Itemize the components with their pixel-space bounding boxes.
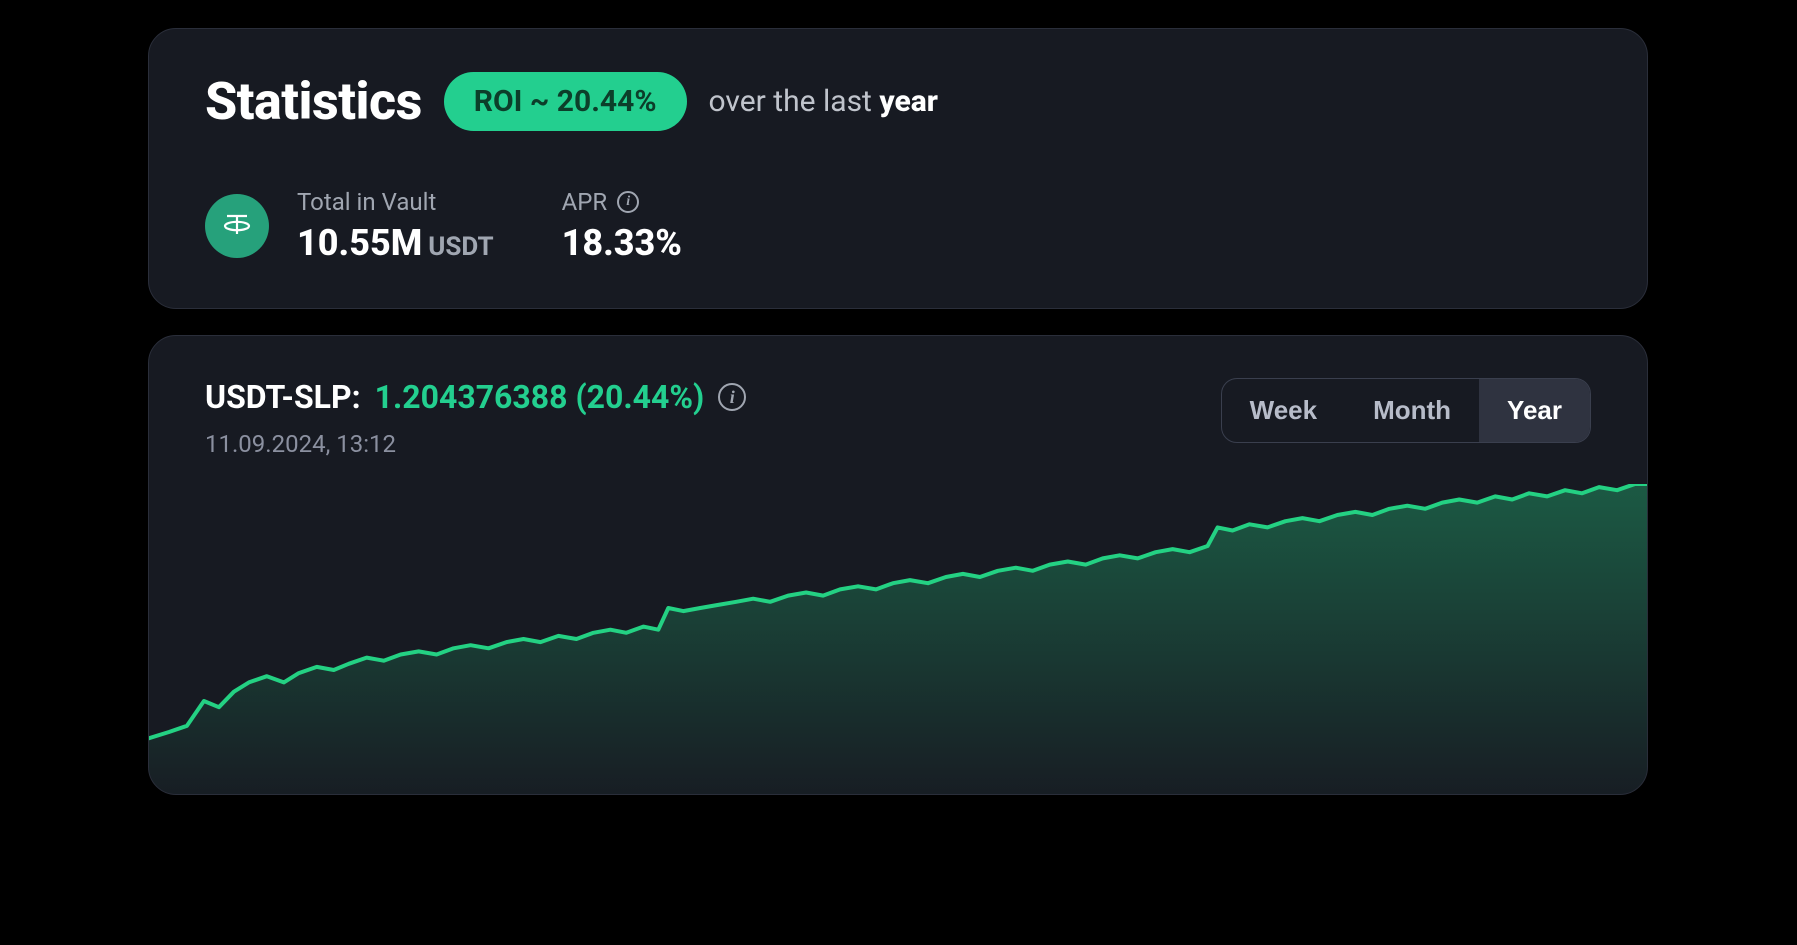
- info-icon[interactable]: i: [617, 191, 639, 213]
- pair-label: USDT-SLP:: [205, 378, 361, 416]
- range-year-button[interactable]: Year: [1479, 379, 1590, 442]
- stats-title: Statistics: [205, 71, 422, 132]
- usdt-token-icon: [205, 194, 269, 258]
- pair-block: USDT-SLP: 1.204376388 (20.44%) i 11.09.2…: [205, 378, 746, 458]
- stats-header: Statistics ROI ~ 20.44% over the last ye…: [205, 71, 1591, 132]
- roi-period: year: [879, 84, 938, 119]
- pair-row: USDT-SLP: 1.204376388 (20.44%) i: [205, 378, 746, 416]
- apr-value: 18.33%: [562, 222, 682, 264]
- price-chart[interactable]: [149, 484, 1647, 794]
- roi-period-prefix: over the last: [709, 84, 880, 119]
- statistics-card: Statistics ROI ~ 20.44% over the last ye…: [148, 28, 1648, 309]
- range-week-button[interactable]: Week: [1222, 379, 1345, 442]
- roi-label: ROI ~ 20.44%: [474, 84, 657, 119]
- roi-badge: ROI ~ 20.44%: [444, 72, 687, 131]
- info-icon[interactable]: i: [718, 383, 746, 411]
- total-in-vault-block: Total in Vault 10.55MUSDT: [297, 188, 494, 264]
- time-range-picker: WeekMonthYear: [1221, 378, 1591, 443]
- chart-header: USDT-SLP: 1.204376388 (20.44%) i 11.09.2…: [205, 378, 1591, 458]
- apr-block: APR i 18.33%: [562, 188, 682, 264]
- chart-card: USDT-SLP: 1.204376388 (20.44%) i 11.09.2…: [148, 335, 1648, 795]
- total-value-unit: USDT: [428, 232, 493, 262]
- range-month-button[interactable]: Month: [1345, 379, 1479, 442]
- pair-value: 1.204376388 (20.44%): [375, 378, 705, 416]
- apr-label: APR: [562, 188, 608, 216]
- metrics-row: Total in Vault 10.55MUSDT APR i 18.33%: [205, 188, 1591, 264]
- total-in-vault-value: 10.55MUSDT: [297, 222, 494, 264]
- apr-label-row: APR i: [562, 188, 682, 216]
- total-value-number: 10.55M: [297, 222, 422, 264]
- pair-timestamp: 11.09.2024, 13:12: [205, 430, 746, 458]
- roi-period-text: over the last year: [709, 84, 938, 119]
- total-in-vault-label: Total in Vault: [297, 188, 494, 216]
